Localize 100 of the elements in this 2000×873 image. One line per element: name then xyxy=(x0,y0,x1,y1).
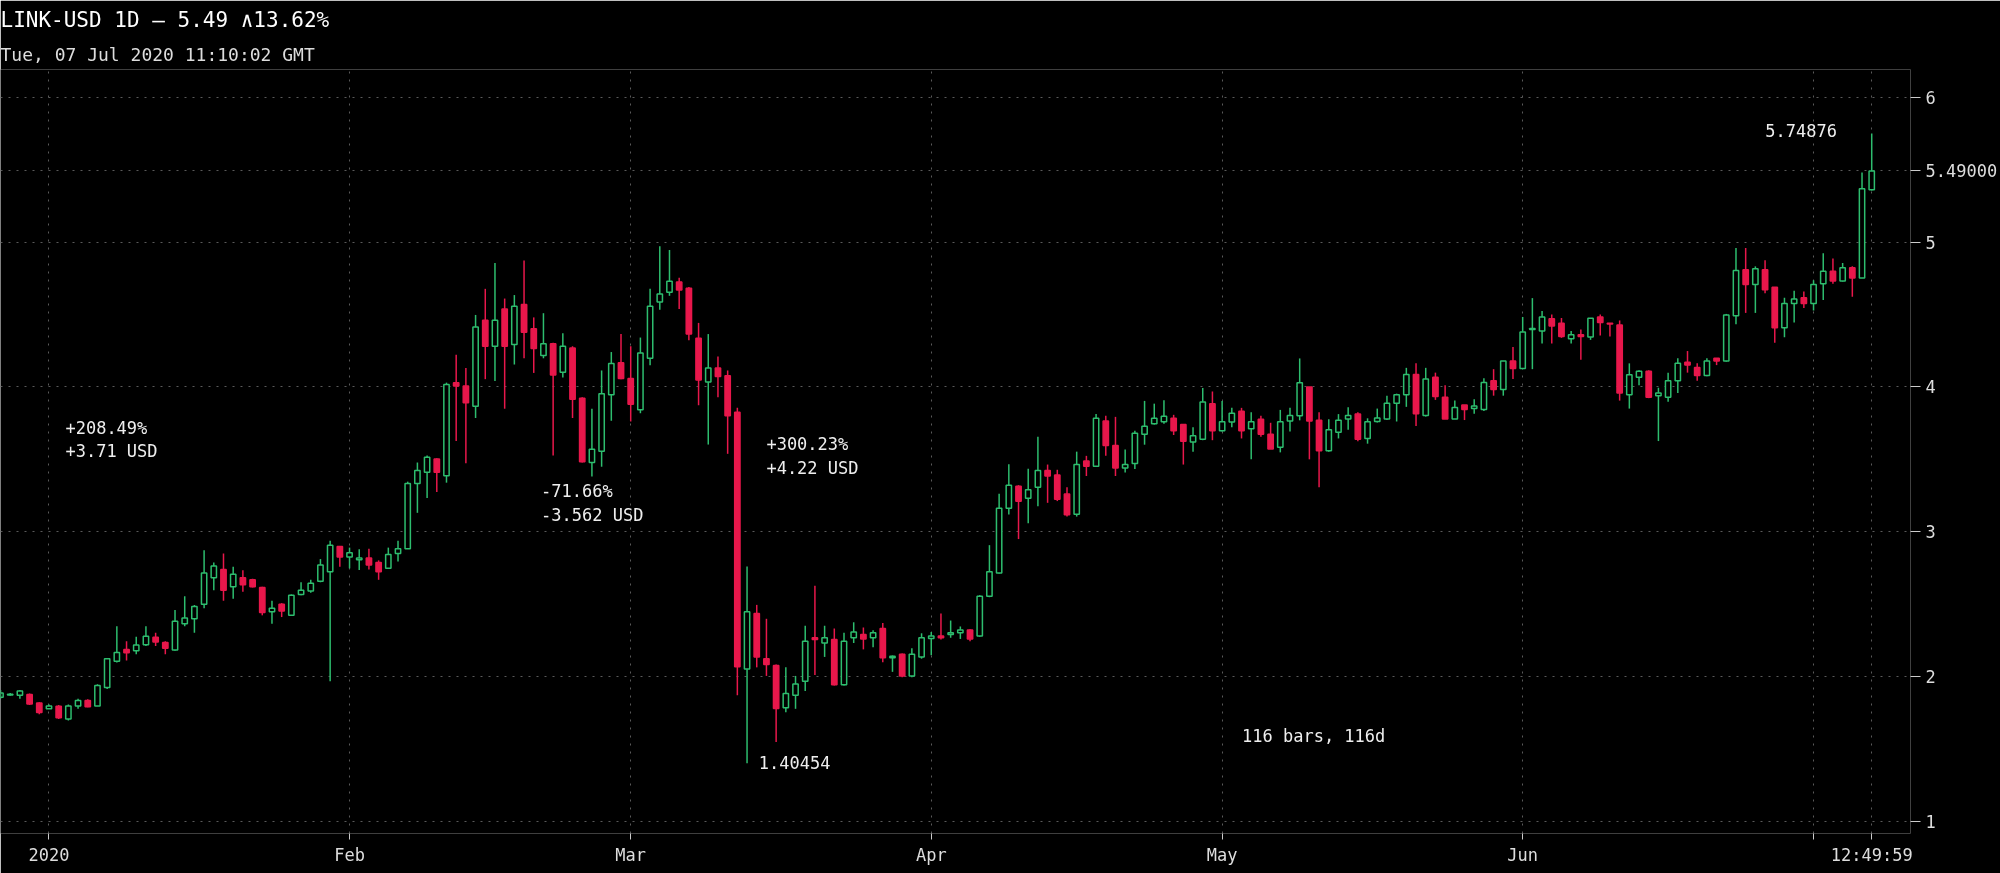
y-tick-label: 3 xyxy=(1925,522,1936,543)
candlestick xyxy=(1024,468,1032,525)
candlestick xyxy=(1596,313,1604,337)
annotation: -71.66% xyxy=(541,481,613,502)
candlestick xyxy=(1402,367,1410,408)
candlestick xyxy=(287,593,295,617)
candlestick xyxy=(666,249,673,297)
annotation: 5.74876 xyxy=(1765,121,1837,142)
x-tick-label: Feb xyxy=(334,844,365,865)
candlestick xyxy=(704,333,712,446)
candlestick xyxy=(1490,368,1498,397)
candlestick xyxy=(1538,310,1546,345)
candlestick xyxy=(918,632,925,660)
x-tick-label: May xyxy=(1206,844,1238,865)
candlestick xyxy=(859,626,867,651)
candlestick xyxy=(1170,414,1178,436)
x-tick-label: 12:49:59 xyxy=(1830,844,1913,865)
x-tick-label: Jun xyxy=(1507,844,1539,865)
candlestick xyxy=(1228,407,1236,429)
candlestick xyxy=(1063,486,1071,518)
candlestick xyxy=(782,666,790,713)
candlestick xyxy=(656,245,664,311)
candlestick xyxy=(1548,313,1556,345)
candlestick xyxy=(229,566,237,600)
candlestick xyxy=(94,683,101,707)
candlestick xyxy=(927,631,935,656)
candlestick xyxy=(210,561,218,591)
candlestick xyxy=(1451,399,1459,420)
candlestick xyxy=(792,675,799,710)
annotation: +4.22 USD xyxy=(766,458,859,479)
candlestick xyxy=(220,552,227,602)
candlestick xyxy=(433,457,441,493)
candlestick xyxy=(1218,400,1226,433)
candlestick xyxy=(1606,322,1614,338)
candlestick xyxy=(1364,417,1371,445)
candlestick xyxy=(1829,257,1837,285)
candlestick xyxy=(181,595,189,628)
candlestick xyxy=(1470,398,1478,415)
candlestick xyxy=(346,546,353,570)
candlestick xyxy=(1082,455,1090,477)
candlestick xyxy=(1121,448,1129,474)
candlestick xyxy=(763,618,770,677)
candlestick xyxy=(239,569,247,593)
x-tick-label: Mar xyxy=(615,844,647,865)
candlestick xyxy=(1742,247,1750,314)
annotation: +300.23% xyxy=(766,433,849,454)
candlestick xyxy=(1034,435,1042,508)
candlestick xyxy=(1684,350,1691,374)
x-tick-label: Apr xyxy=(915,844,947,865)
candlestick xyxy=(1005,463,1013,516)
candlestick xyxy=(1179,423,1187,466)
candlestick xyxy=(413,461,421,514)
candlestick xyxy=(1393,392,1401,423)
candlestick xyxy=(1150,402,1158,426)
candlestick xyxy=(1267,422,1275,450)
candlestick xyxy=(423,454,431,499)
candlestick xyxy=(190,604,198,634)
y-tick-label: 4 xyxy=(1925,377,1936,398)
candlestick xyxy=(1325,418,1333,453)
candlestick xyxy=(530,316,538,374)
candlestick xyxy=(1247,411,1255,461)
candlestick xyxy=(1238,407,1245,440)
candlestick xyxy=(113,625,121,664)
candlestick xyxy=(1441,384,1449,420)
annotation: 116 bars, 116d xyxy=(1242,726,1386,747)
candlestick xyxy=(1160,399,1168,425)
annotation: +208.49% xyxy=(65,417,148,438)
candlestick xyxy=(1587,317,1594,341)
candlestick xyxy=(384,546,392,570)
candlestick xyxy=(365,547,373,571)
candlestick xyxy=(1751,265,1759,314)
candlestick xyxy=(937,612,945,641)
candlestick xyxy=(540,312,547,360)
candlestick xyxy=(1655,386,1662,442)
annotation: +3.71 USD xyxy=(65,440,158,461)
chart-title: LINK-USD 1D — 5.49 ∧13.62% xyxy=(0,7,330,32)
candlestick xyxy=(1189,426,1197,453)
candlestick xyxy=(1509,346,1517,380)
y-tick-label: 1 xyxy=(1925,812,1936,833)
candlestick xyxy=(375,559,383,581)
candlestick xyxy=(850,621,858,644)
candlestick xyxy=(1790,289,1798,324)
candlestick xyxy=(1625,362,1633,410)
x-tick-label: 2020 xyxy=(28,844,70,865)
candlestick xyxy=(675,277,683,310)
candlestick xyxy=(1839,262,1847,283)
annotation: 1.40454 xyxy=(758,752,831,773)
candlestick xyxy=(1674,357,1682,394)
annotation: -3.562 USD xyxy=(541,504,644,525)
candlestick xyxy=(268,599,276,625)
candlestick xyxy=(1335,413,1342,440)
candlestick xyxy=(1848,265,1856,298)
candlestick xyxy=(821,625,829,658)
y-tick-label: 5 xyxy=(1925,232,1936,253)
candlestick xyxy=(1558,317,1565,339)
candlestick xyxy=(1819,252,1827,301)
candlestick xyxy=(1868,132,1876,192)
candlestick xyxy=(1577,328,1585,361)
chart-subtitle: Tue, 07 Jul 2020 11:10:02 GMT xyxy=(0,43,315,65)
candlestick xyxy=(452,354,460,442)
